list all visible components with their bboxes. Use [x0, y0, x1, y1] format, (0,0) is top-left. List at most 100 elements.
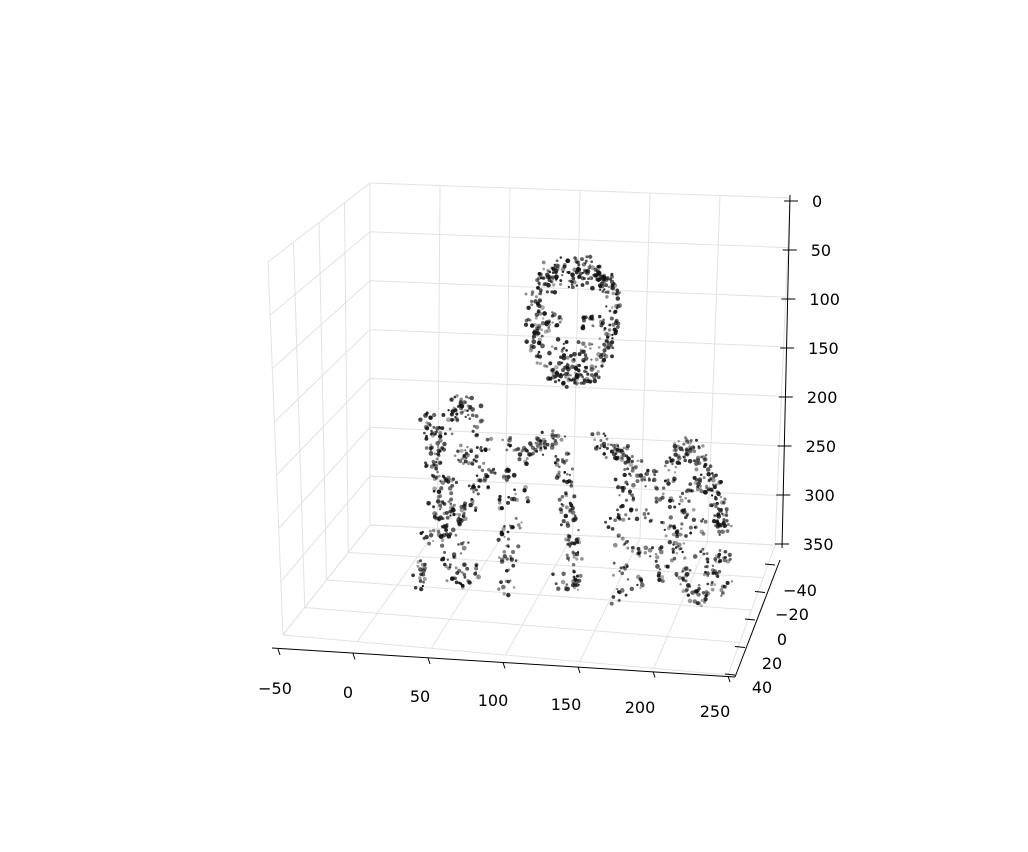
scatter-point [584, 262, 587, 265]
scatter-point [432, 412, 437, 418]
scatter-point [683, 436, 687, 439]
scatter-point [524, 339, 529, 344]
scatter-point [529, 346, 533, 350]
scatter-point [440, 426, 445, 430]
scatter-point [556, 586, 561, 591]
scatter-point [449, 491, 454, 496]
scatter-point [440, 506, 443, 509]
scatter-point [678, 532, 683, 537]
scatter-point [574, 374, 580, 380]
x-tick-label: 200 [625, 698, 656, 717]
scatter-point [618, 291, 622, 294]
scatter-point [543, 329, 548, 334]
scatter-point [627, 517, 631, 521]
scatter-point [413, 586, 418, 590]
scatter-point [598, 319, 604, 325]
scatter-point [683, 458, 687, 463]
scatter-point [540, 334, 544, 338]
scatter-point [672, 543, 675, 546]
scatter-point [594, 357, 599, 362]
scatter-point [449, 514, 452, 517]
scatter-point [674, 448, 678, 452]
scatter-point [580, 325, 586, 331]
scatter-point [597, 314, 602, 319]
scatter-point [589, 317, 593, 321]
scatter-point [462, 541, 465, 544]
scatter-point [675, 529, 680, 533]
scatter-point [621, 489, 625, 493]
scatter-point [722, 584, 726, 589]
scatter-point [535, 331, 540, 336]
scatter-point [730, 524, 733, 528]
scatter-point [456, 405, 460, 408]
back-pane-grid [369, 182, 791, 546]
scatter-point [620, 456, 624, 460]
scatter-point [603, 326, 607, 330]
scatter-point [572, 555, 576, 559]
scatter-point [507, 437, 512, 443]
scatter-point [557, 315, 562, 320]
scatter-point [539, 292, 543, 296]
scatter-point [571, 358, 576, 363]
scatter-point [602, 452, 606, 456]
scatter-point [461, 462, 465, 465]
scatter-point [554, 454, 558, 458]
scatter-point [685, 512, 690, 517]
scatter-point [476, 478, 481, 483]
scatter-point [536, 276, 541, 281]
y-tick-label: −20 [775, 605, 809, 624]
scatter-point [518, 526, 522, 530]
scatter-point [567, 279, 570, 282]
scatter-point [466, 445, 469, 449]
scatter-point [440, 500, 445, 504]
scatter-point [469, 395, 475, 401]
scatter-point [428, 529, 432, 533]
scatter-point [560, 494, 565, 499]
scatter-point [431, 539, 435, 543]
scatter-point [642, 512, 647, 516]
scatter-point [619, 454, 624, 459]
scatter-point [551, 321, 554, 324]
scatter-point [447, 409, 450, 412]
scatter-point [506, 468, 511, 473]
scatter-point [638, 473, 644, 478]
scatter-point [602, 318, 606, 322]
scatter-point [560, 368, 566, 373]
scatter-point [438, 430, 443, 436]
scatter-point [605, 437, 609, 441]
scatter-point [442, 447, 446, 452]
scatter-point [421, 568, 426, 574]
scatter-point [678, 502, 681, 506]
scatter-point [709, 477, 713, 481]
scatter-point [560, 361, 564, 365]
scatter-point [673, 540, 679, 546]
scatter-point [567, 373, 571, 377]
scatter-point [630, 459, 634, 464]
scatter-point [643, 545, 649, 551]
scatter-point [620, 536, 625, 541]
scatter-point [701, 547, 705, 551]
scatter-point [716, 575, 720, 579]
scatter-point [685, 588, 689, 592]
left-grid-z-line [271, 280, 371, 369]
back-grid-x-line [707, 195, 721, 542]
scatter-point [559, 256, 563, 259]
scatter-point [543, 446, 547, 450]
axes-layer [271, 194, 791, 678]
scatter-point [663, 528, 666, 532]
scatter-point [616, 587, 619, 591]
scatter-point [726, 523, 730, 527]
scatter-point [723, 549, 728, 554]
scatter-point [475, 446, 479, 449]
scatter-point [537, 271, 541, 276]
left-grid-z-line [280, 475, 371, 583]
scatter-point [714, 504, 718, 509]
scatter-point [680, 527, 683, 530]
scatter-point [608, 323, 612, 327]
scatter-point [440, 500, 445, 505]
scatter-point [617, 599, 621, 603]
scatter-point [626, 458, 631, 464]
scatter-point [664, 464, 667, 468]
scatter-point [561, 571, 566, 576]
scatter-point [563, 435, 567, 438]
